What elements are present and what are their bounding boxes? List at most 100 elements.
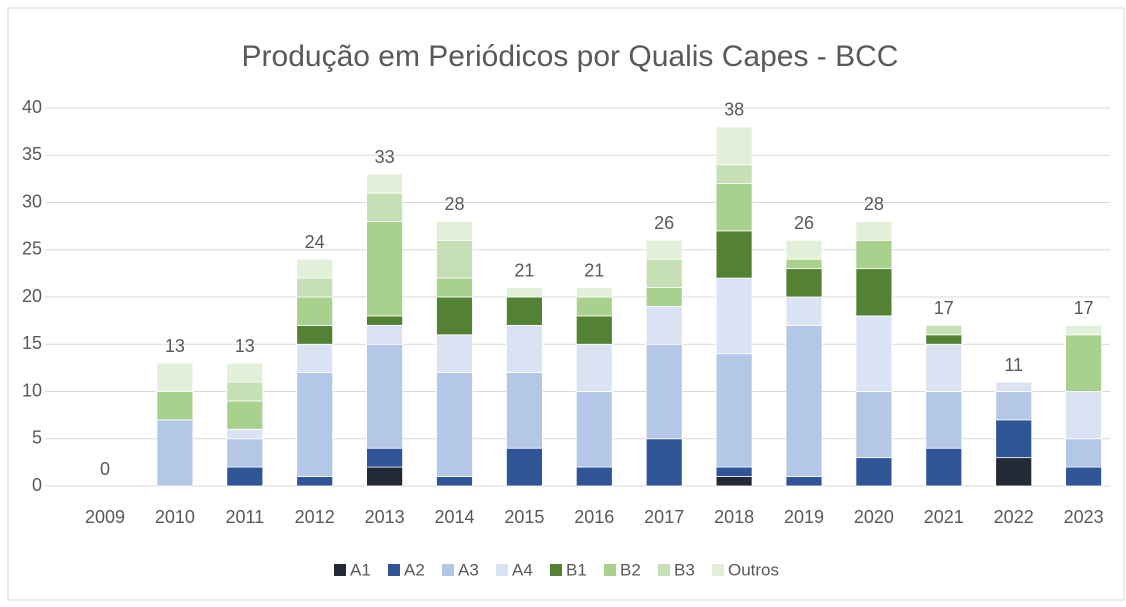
y-tick-label: 5: [32, 428, 42, 448]
bar-segment: [645, 306, 683, 345]
x-tick-label: 2011: [225, 507, 264, 527]
bar-segment: [645, 438, 683, 487]
legend-label: B3: [674, 560, 695, 579]
bar-segment: [645, 343, 683, 440]
x-tick-label: 2015: [504, 507, 544, 527]
bar-segment: [226, 362, 264, 383]
bar-segment: [785, 324, 823, 477]
bar-segment: [1065, 334, 1102, 392]
bar-segment: [715, 277, 753, 355]
legend-label: A4: [512, 560, 533, 579]
bar-segment: [575, 287, 613, 298]
bar-segment: [645, 239, 683, 260]
data-label: 26: [794, 213, 814, 233]
bar-segment: [296, 296, 334, 326]
bar-segment: [436, 239, 473, 279]
data-label: 21: [514, 260, 534, 280]
legend-label: B2: [620, 560, 641, 579]
bar-segment: [226, 428, 264, 440]
bar-segment: [366, 220, 404, 317]
data-label: 28: [444, 194, 464, 214]
bar-segment: [156, 419, 194, 487]
data-label: 13: [235, 336, 255, 356]
bar-segment: [366, 447, 404, 468]
y-tick-label: 35: [22, 144, 42, 164]
bar-segment: [855, 268, 893, 317]
bar-segment: [715, 230, 753, 279]
chart-border: [7, 7, 1125, 601]
data-label: 24: [305, 232, 325, 252]
bar-segment: [436, 220, 473, 241]
bar-segment: [505, 296, 543, 326]
bar-segment: [1065, 466, 1102, 487]
bar-segment: [296, 277, 334, 298]
x-tick-label: 2012: [295, 507, 335, 527]
bar-segment: [785, 476, 823, 487]
bar-segment: [1065, 391, 1102, 440]
bar-segment: [156, 391, 194, 421]
x-tick-label: 2022: [994, 507, 1034, 527]
bar-segment: [366, 192, 404, 222]
y-tick-label: 25: [22, 239, 42, 259]
data-label: 33: [375, 147, 395, 167]
bar-segment: [366, 315, 404, 326]
data-label: 28: [864, 194, 884, 214]
y-tick-label: 20: [22, 286, 42, 306]
bar-segment: [785, 258, 823, 270]
bar-segment: [366, 173, 404, 194]
bar-segment: [645, 258, 683, 288]
bar-segment: [296, 324, 334, 345]
x-tick-label: 2009: [85, 507, 125, 527]
x-tick-label: 2021: [924, 507, 964, 527]
legend-label: B1: [566, 560, 587, 579]
bar-segment: [855, 239, 893, 270]
x-tick-label: 2019: [784, 507, 824, 527]
legend-label: A3: [458, 560, 479, 579]
bar-segment: [436, 277, 473, 298]
bar-segment: [505, 324, 543, 374]
bar-segment: [226, 466, 264, 487]
bar-segment: [575, 391, 613, 468]
bar-segment: [226, 381, 264, 402]
bar-segment: [715, 466, 753, 477]
legend-label: A1: [350, 560, 371, 579]
bar-segment: [296, 476, 334, 487]
data-label: 38: [724, 100, 744, 120]
x-tick-label: 2023: [1064, 507, 1104, 527]
bar-segment: [366, 343, 404, 449]
bar-segment: [855, 315, 893, 392]
bar-segment: [995, 457, 1033, 487]
x-tick-label: 2018: [714, 507, 754, 527]
bar-segment: [995, 419, 1033, 459]
bar-segment: [925, 334, 963, 345]
x-tick-label: 2020: [854, 507, 894, 527]
bar-segment: [436, 334, 473, 373]
bar-segment: [575, 296, 613, 317]
bar-segment: [925, 343, 963, 392]
bar-segment: [1065, 324, 1102, 336]
bar-segment: [366, 466, 404, 487]
legend-swatch: [496, 564, 508, 576]
legend-label: A2: [404, 560, 425, 579]
bar-segment: [855, 457, 893, 487]
y-tick-label: 15: [22, 333, 42, 353]
bar-segment: [296, 372, 334, 477]
legend-swatch: [388, 564, 400, 576]
bar-segment: [925, 447, 963, 487]
bar-segment: [995, 381, 1033, 392]
legend-label: Outros: [728, 560, 779, 579]
bar-segment: [505, 287, 543, 298]
legend-swatch: [334, 564, 346, 576]
bar-segment: [226, 438, 264, 468]
bar-segment: [715, 476, 753, 487]
data-label: 0: [100, 459, 110, 479]
bar-segment: [366, 324, 404, 345]
bar-segment: [436, 476, 473, 487]
legend-swatch: [550, 564, 562, 576]
bar-segment: [715, 126, 753, 166]
bar-segment: [715, 353, 753, 468]
bar-segment: [855, 220, 893, 241]
data-label: 17: [934, 298, 954, 318]
y-tick-label: 30: [22, 191, 42, 211]
